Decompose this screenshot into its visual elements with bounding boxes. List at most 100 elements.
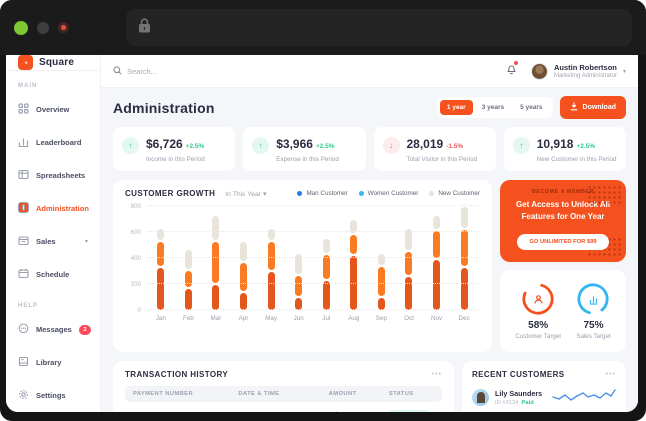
bar-segment-women-customer [405,251,413,275]
targets-card: 58% Customer Target 75% Sales Target [500,270,626,352]
chart-period-dropdown[interactable]: In This Year ▾ [225,190,267,198]
transaction-history-card: TRANSACTION HISTORY ••• PAYMENT NUMBER D… [113,361,454,412]
bar-segment-man-customer [240,293,248,310]
stat-card-new-customers: ↑ 10,918 +2.5% New Customer in this Perio… [503,127,626,171]
bar-column [312,206,340,310]
sparkline-chart [552,386,616,409]
go-unlimited-button[interactable]: GO UNLIMITED FOR $99 [517,234,609,250]
paid-badge: Paid [521,399,534,406]
bar-segment-new-customer [212,216,220,241]
window-close-button[interactable] [14,20,28,35]
gridline [147,283,478,284]
y-axis-tick: 0 [137,307,141,314]
message-icon [18,321,29,339]
brand-logo[interactable]: ◔ Square [6,55,100,71]
bar-column [285,206,313,310]
sidebar-item-messages[interactable]: Messages 3 [6,313,100,346]
transaction-history-title: TRANSACTION HISTORY [125,370,229,379]
range-5-years-button[interactable]: 5 years [513,100,549,115]
sidebar-item-administration[interactable]: Administration [6,192,100,225]
stacked-bar-may[interactable] [267,206,275,310]
sidebar-item-spreadsheets[interactable]: Spreadsheets [6,159,100,192]
table-header: PAYMENT NUMBER DATE & TIME AMOUNT STATUS [125,386,442,402]
gridline [147,309,478,310]
download-button[interactable]: Download [559,96,626,119]
sidebar-item-schedule[interactable]: Schedule [6,258,100,291]
search-input[interactable] [127,66,247,76]
address-bar[interactable] [126,9,632,46]
bar-column [175,206,203,310]
x-axis-label: Dec [458,315,470,322]
x-axis-label: Jul [322,315,331,322]
bar-segment-man-customer [377,297,385,310]
stacked-bar-jul[interactable] [322,206,330,310]
bar-segment-women-customer [267,242,275,271]
user-menu[interactable]: Austin Robertson Marketing Administrator… [530,62,626,80]
customer-growth-card: CUSTOMER GROWTH In This Year ▾ Man Custo… [113,180,492,352]
stacked-bar-jun[interactable] [295,206,303,310]
stacked-bar-oct[interactable] [405,206,413,310]
bar-segment-new-customer [184,250,192,269]
stacked-bar-jan[interactable] [157,206,165,310]
bar-segment-man-customer [157,268,165,310]
stacked-bar-feb[interactable] [184,206,192,310]
window-zoom-button[interactable] [58,22,69,33]
x-axis-label: Jan [155,315,166,322]
bar-segment-women-customer [240,263,248,292]
bar-column [423,206,451,310]
arrow-down-icon: ↓ [382,137,400,154]
search-icon [113,62,122,80]
bar-segment-new-customer [267,229,275,241]
bar-column [340,206,368,310]
sidebar-item-overview[interactable]: Overview [6,93,100,126]
stacked-bar-sep[interactable] [377,206,385,310]
sidebar-item-leaderboard[interactable]: Leaderboard [6,126,100,159]
delta-badge: +2.5% [185,143,205,150]
legend-dot-new [429,191,435,196]
bar-segment-women-customer [157,242,165,267]
stacked-bar-aug[interactable] [350,206,358,310]
search-box[interactable] [113,62,506,80]
list-item[interactable]: Lily Saunders ID #3124 Paid [472,386,616,409]
stat-card-expense: ↑ $3,966 +2.5% Expense in this Period [243,127,366,171]
bar-column [395,206,423,310]
chevron-down-icon: ▾ [622,68,626,75]
bar-segment-women-customer [212,242,220,284]
sidebar-item-settings[interactable]: Settings [6,379,100,412]
range-1-year-button[interactable]: 1 year [439,100,473,115]
notification-bell-icon[interactable] [506,61,518,80]
stacked-bar-mar[interactable] [212,206,220,310]
stacked-bar-apr[interactable] [240,206,248,310]
y-axis-tick: 200 [130,281,141,288]
sidebar-item-library[interactable]: Library [6,346,100,379]
chart-plot: 0 200 400 600 800 [125,203,480,314]
range-3-years-button[interactable]: 3 years [475,100,511,115]
delta-badge: +2.5% [576,143,596,150]
browser-chrome [0,0,646,55]
user-name: Austin Robertson [553,63,617,73]
x-axis-label: May [265,315,278,322]
chart-bars [147,206,478,310]
sidebar-item-sales[interactable]: Sales ▾ [6,225,100,258]
sales-target: 75% Sales Target [576,282,611,340]
bar-column [450,206,478,310]
brand-name: Square [39,57,75,68]
customer-target-ring [522,283,554,315]
sales-target-ring [577,283,610,315]
square-logo-icon: ◔ [18,55,33,70]
bar-column [202,206,230,310]
bar-segment-new-customer [460,207,468,229]
stacked-bar-dec[interactable] [460,206,468,310]
more-icon[interactable]: ••• [431,371,442,378]
bar-segment-man-customer [295,297,303,310]
grid-icon [18,101,29,119]
bar-segment-new-customer [295,254,303,275]
nav-section-help: HELP [18,303,39,309]
stacked-bar-nov[interactable] [433,206,441,310]
delta-badge: -1.5% [446,143,464,150]
avatar [472,389,489,406]
window-minimize-button[interactable] [37,21,49,34]
more-icon[interactable]: ••• [605,371,616,378]
table-row[interactable]: Payment From #10321 Mar 21, 2019, 3:30pm… [125,402,442,412]
arrow-up-icon: ↑ [512,137,530,154]
